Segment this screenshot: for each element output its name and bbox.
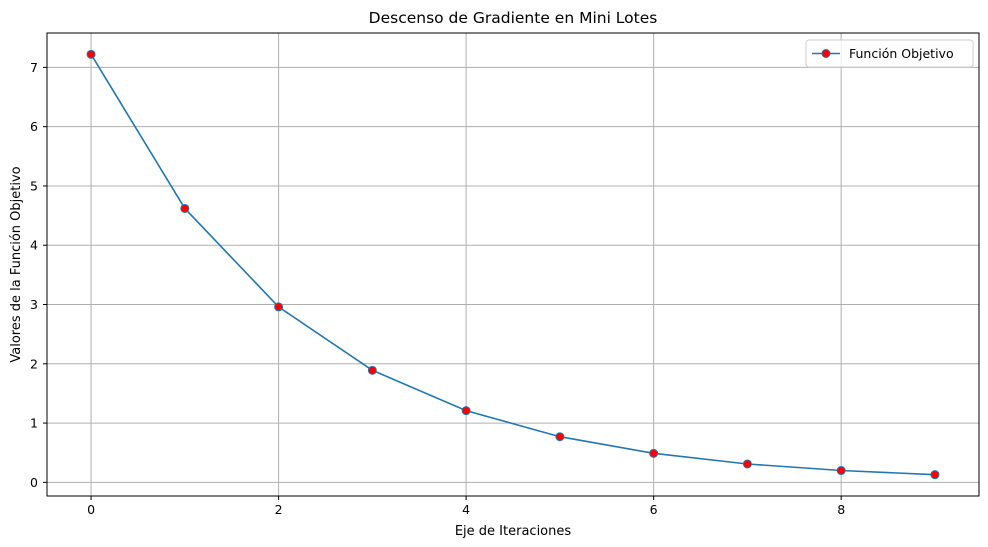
data-point: [86, 49, 96, 59]
y-tick-label: 0: [30, 475, 38, 490]
plot-frame: [46, 32, 980, 497]
y-tick-label: 7: [30, 60, 38, 75]
y-tick-label: 6: [30, 119, 38, 134]
legend-marker-swatch: [821, 49, 831, 58]
x-tick-label: 6: [650, 502, 658, 517]
data-point: [930, 470, 940, 480]
y-tick-label: 3: [30, 297, 38, 312]
data-point: [555, 432, 565, 442]
y-tick-label: 1: [30, 416, 38, 431]
y-axis-label: Valores de la Función Objetivo: [9, 166, 24, 362]
data-point: [180, 203, 190, 213]
data-point: [274, 302, 284, 312]
legend-label: Función Objetivo: [849, 46, 954, 61]
x-tick-label: 0: [87, 502, 95, 517]
chart-title: Descenso de Gradiente en Mini Lotes: [369, 9, 658, 27]
data-point: [836, 466, 846, 476]
x-tick-label: 8: [837, 502, 845, 517]
legend: Función Objetivo: [805, 39, 974, 68]
x-axis-label: Eje de Iteraciones: [455, 524, 572, 539]
data-point: [367, 365, 377, 375]
y-tick-label: 2: [30, 356, 38, 371]
legend-box: [805, 39, 974, 68]
y-tick-label: 4: [30, 238, 38, 253]
data-point: [461, 406, 471, 416]
y-tick-label: 5: [30, 178, 38, 193]
axis-ticks: 0 2 4 6 8 0 1 2 3 4 5 6 7: [30, 60, 845, 517]
series-line: [90, 53, 935, 476]
x-tick-label: 4: [462, 502, 470, 517]
series-layer: [86, 49, 940, 480]
x-tick-label: 2: [275, 502, 283, 517]
data-point: [742, 459, 752, 469]
data-point: [649, 448, 659, 458]
